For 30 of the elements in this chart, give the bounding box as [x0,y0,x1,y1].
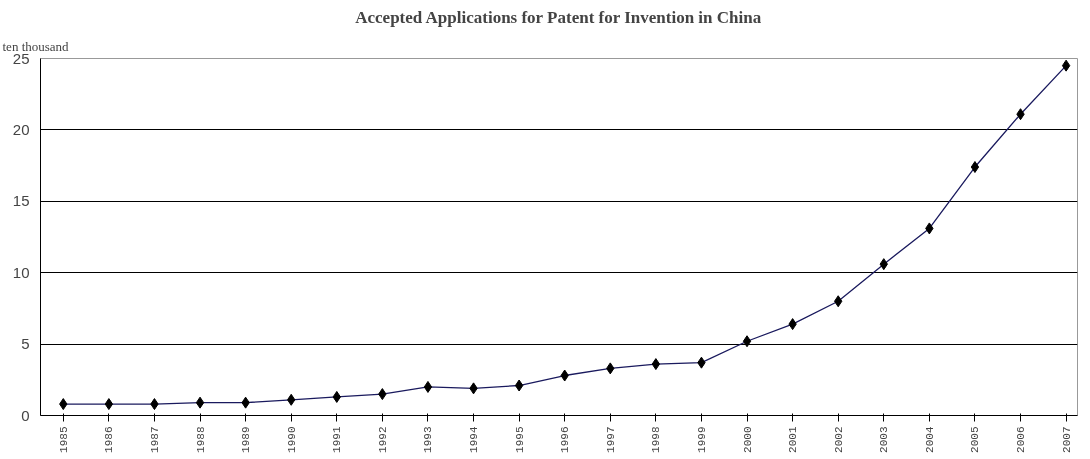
x-tick-label: 1989 [240,426,253,453]
x-tick-label: 1992 [376,426,389,453]
x-tick-label: 2004 [923,426,936,453]
x-tick-label: 2000 [741,426,754,453]
x-tick-label: 2005 [969,426,982,453]
x-tick-label: 1993 [422,426,435,453]
x-tick-label: 1991 [331,426,344,453]
x-tick-label: 1999 [695,426,708,453]
x-tick-label: 1986 [103,426,116,453]
x-tick-label: 2001 [787,426,800,453]
y-tick-label: 5 [21,335,30,353]
x-tick-label: 1994 [468,426,481,453]
y-tick-label: 0 [21,406,30,424]
x-tick-label: 1996 [559,426,572,453]
x-tick-label: 1985 [57,426,70,453]
x-tick-label: 2006 [1015,426,1028,453]
x-tick-label: 1995 [513,426,526,453]
x-tick-label: 1997 [604,426,617,453]
x-tick-label: 2007 [1060,426,1073,453]
chart-title: Accepted Applications for Patent for Invention in China [355,7,762,27]
x-tick-label: 1998 [650,426,663,453]
x-tick-label: 1987 [148,426,161,453]
x-tick-label: 2003 [878,426,891,453]
y-tick-label: 15 [12,192,30,210]
x-tick-label: 2002 [832,426,845,453]
y-tick-label: 20 [12,120,30,138]
y-axis-title: ten thousand [2,38,70,54]
x-tick-label: 1988 [194,426,207,453]
x-tick-label: 1990 [285,426,298,453]
y-tick-label: 10 [12,263,30,281]
